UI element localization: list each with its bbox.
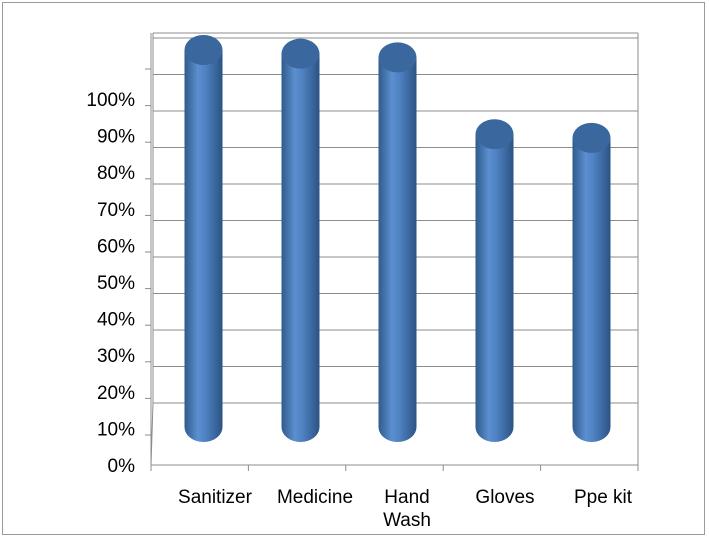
bar (281, 38, 320, 442)
x-category-label: Sanitizer (178, 487, 253, 508)
y-tick-label: 40% (97, 310, 135, 331)
y-tick-label: 10% (97, 419, 135, 440)
bar (475, 119, 514, 443)
y-tick-label: 70% (97, 200, 135, 221)
bar-top (475, 119, 514, 150)
y-axis-tick-labels: 0% 10% 20% 30% 40% 50% 60% 70% 80% 90% 100% (86, 33, 152, 477)
bar-body (281, 53, 320, 442)
y-tick-label: 100% (86, 90, 135, 111)
y-tick-label: 0% (108, 456, 136, 477)
bar (378, 42, 417, 443)
y-tick-label: 90% (97, 127, 135, 148)
bar (572, 122, 611, 443)
y-tick-label: 60% (97, 236, 135, 257)
y-tick-label: 50% (97, 273, 135, 294)
x-axis (150, 464, 639, 471)
x-category-label: Hand Wash (383, 487, 431, 531)
x-category-label: Ppe kit (574, 487, 633, 508)
x-category-label: Medicine (277, 487, 353, 508)
bar-top (184, 35, 223, 66)
bar-body (378, 57, 417, 443)
x-category-label: Gloves (475, 487, 534, 508)
x-axis-category-labels: Sanitizer Medicine Hand Wash Gloves Ppe kit (178, 487, 633, 531)
bar-chart: 0% 10% 20% 30% 40% 50% 60% 70% 80% 90% 100% Saniti… (86, 32, 639, 531)
bar-body (184, 50, 223, 443)
y-tick-label: 30% (97, 346, 135, 367)
bar-top (378, 42, 417, 73)
bar-body (572, 137, 611, 443)
bars (184, 35, 611, 443)
bar (184, 35, 223, 443)
y-tick-label: 80% (97, 163, 135, 184)
bar-top (281, 38, 320, 69)
y-tick-label: 20% (97, 383, 135, 404)
bar-body (475, 134, 514, 443)
bar-top (572, 122, 611, 153)
